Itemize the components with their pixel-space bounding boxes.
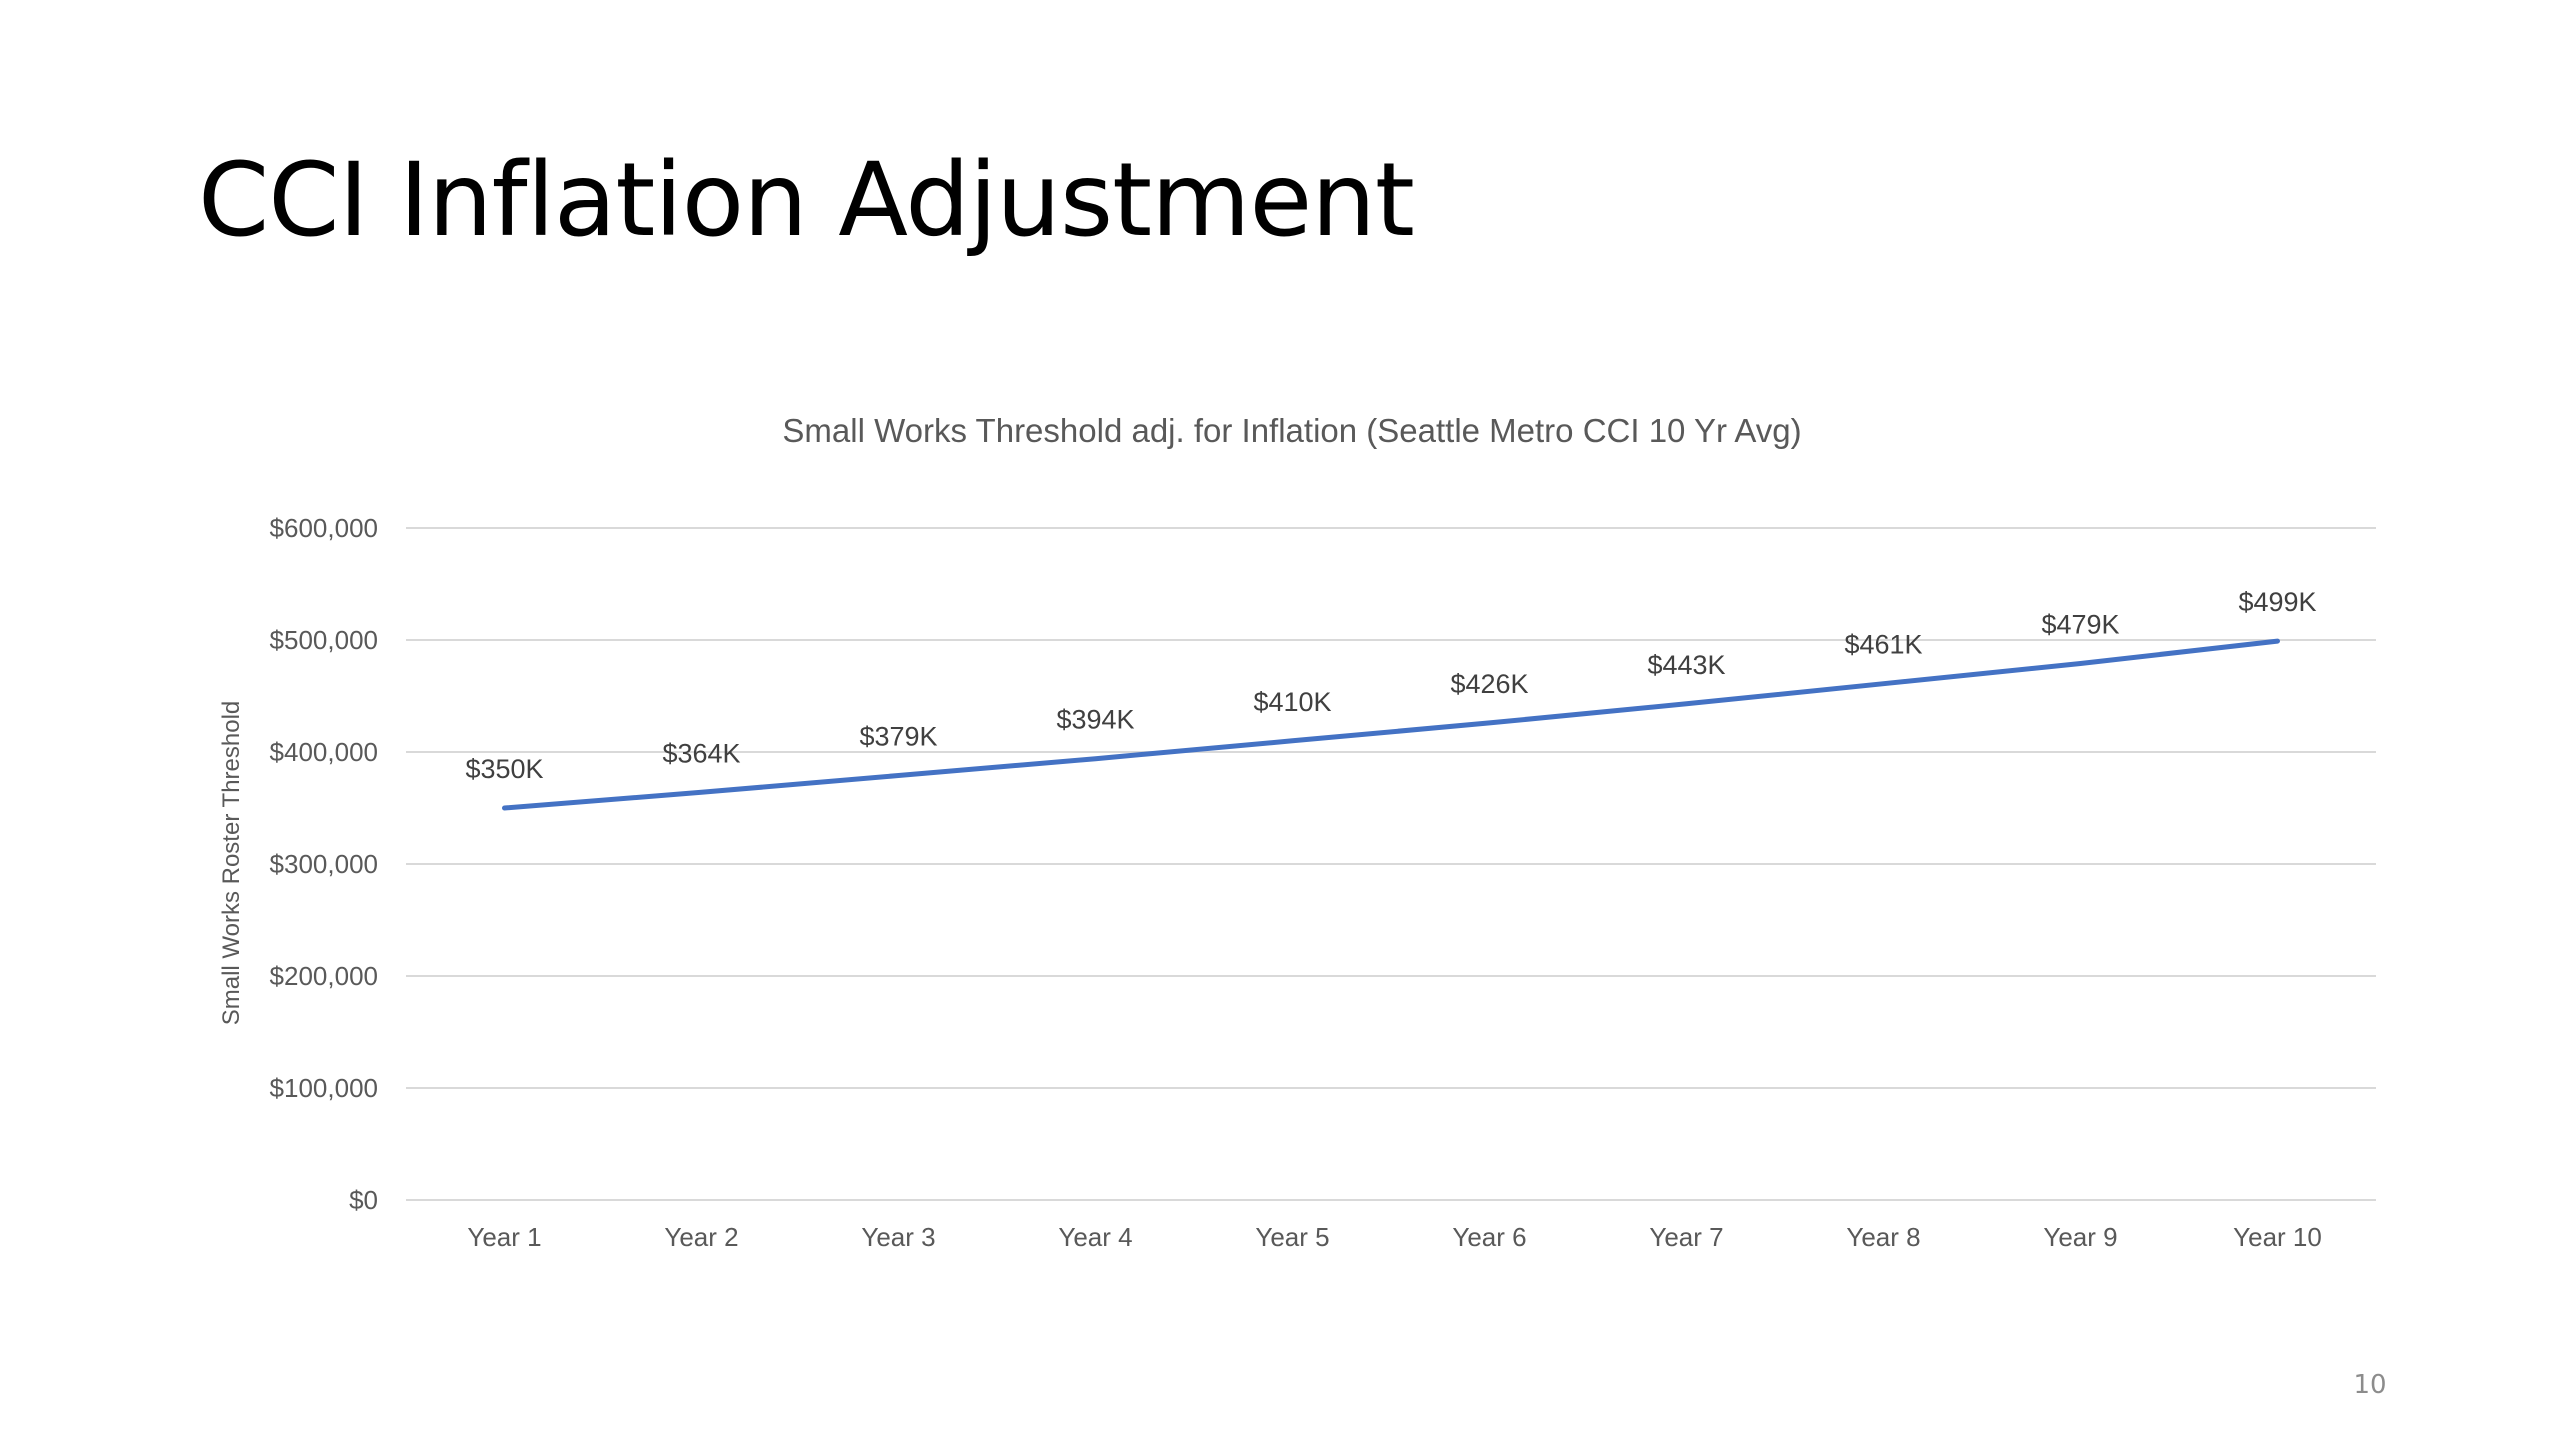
y-tick-label: $600,000	[270, 513, 378, 543]
series-line	[502, 638, 2280, 811]
y-tick-label: $300,000	[270, 849, 378, 879]
x-tick-label: Year 5	[1255, 1222, 1329, 1252]
x-tick-label: Year 4	[1058, 1222, 1132, 1252]
data-labels: $350K $364K $379K $394K $410K $426K $443K $461K…	[465, 587, 2316, 784]
chart-title: Small Works Threshold adj. for Inflation…	[782, 412, 1801, 449]
data-label: $379K	[859, 722, 937, 752]
x-tick-label: Year 9	[2043, 1222, 2117, 1252]
page-number: 10	[2353, 1370, 2387, 1400]
y-tick-label: $500,000	[270, 625, 378, 655]
x-tick-label: Year 3	[861, 1222, 935, 1252]
x-tick-label: Year 10	[2233, 1222, 2322, 1252]
y-tick-label: $0	[349, 1185, 378, 1215]
data-label: $461K	[1844, 630, 1922, 660]
data-label: $394K	[1056, 705, 1134, 735]
data-label: $364K	[662, 738, 740, 768]
y-axis-title: Small Works Roster Threshold	[218, 701, 245, 1026]
x-tick-label: Year 2	[664, 1222, 738, 1252]
data-label: $443K	[1647, 650, 1725, 680]
data-label: $499K	[2238, 587, 2316, 617]
x-tick-label: Year 8	[1846, 1222, 1920, 1252]
x-tick-label: Year 1	[467, 1222, 541, 1252]
data-label: $350K	[465, 754, 543, 784]
x-tick-label: Year 7	[1649, 1222, 1723, 1252]
series-layer	[502, 638, 2280, 811]
x-axis-ticks: Year 1 Year 2 Year 3 Year 4 Year 5 Year 6 Year…	[467, 1222, 2321, 1252]
y-axis-ticks: $0 $100,000 $200,000 $300,000 $400,000 $500,0…	[270, 513, 378, 1215]
x-tick-label: Year 6	[1452, 1222, 1526, 1252]
gridlines	[406, 527, 2376, 1201]
y-tick-label: $100,000	[270, 1073, 378, 1103]
data-label: $479K	[2041, 610, 2119, 640]
slide-title: CCI Inflation Adjustment	[198, 141, 1415, 260]
data-label: $426K	[1450, 669, 1528, 699]
y-tick-label: $400,000	[270, 737, 378, 767]
data-label: $410K	[1253, 687, 1331, 717]
y-tick-label: $200,000	[270, 961, 378, 991]
